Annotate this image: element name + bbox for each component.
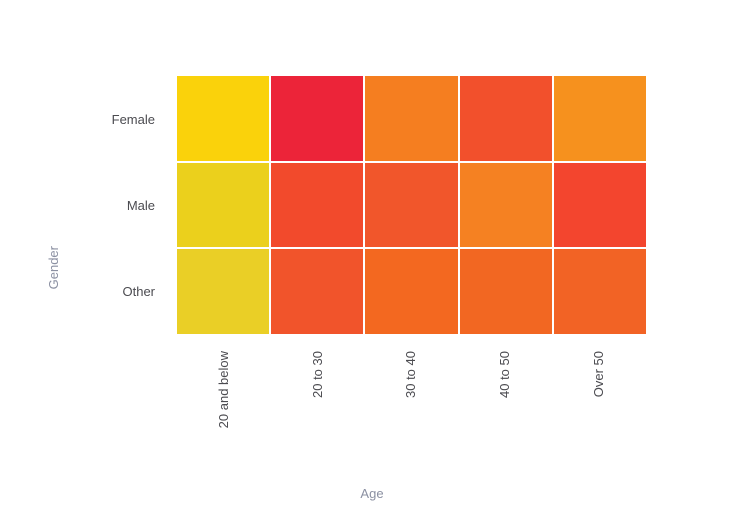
heatmap-grid — [177, 76, 646, 334]
y-tick-label-male: Male — [126, 197, 155, 213]
y-tick-label-other: Other — [122, 283, 155, 299]
heatmap-cell-female-over-50[interactable] — [553, 76, 646, 161]
x-tick-label-30-to-40: 30 to 40 — [403, 351, 419, 398]
y-tick-label-female: Female — [111, 111, 155, 127]
y-axis-tick-labels: Female Male Other — [0, 76, 155, 334]
x-tick-label-40-to-50: 40 to 50 — [497, 351, 513, 398]
heatmap-cell-other-40-to-50[interactable] — [459, 249, 552, 334]
x-tick-40-to-50: 40 to 50 — [458, 351, 552, 446]
heatmap-cell-male-20-and-below[interactable] — [177, 162, 270, 248]
heatmap-cell-female-40-to-50[interactable] — [459, 76, 552, 161]
heatmap-cell-male-30-to-40[interactable] — [365, 162, 458, 248]
heatmap-cell-female-30-to-40[interactable] — [365, 76, 458, 161]
x-axis-title: Age — [360, 486, 384, 501]
heatmap-cell-other-20-and-below[interactable] — [177, 249, 270, 334]
x-tick-30-to-40: 30 to 40 — [365, 351, 459, 446]
heatmap-cell-female-20-and-below[interactable] — [177, 76, 270, 161]
x-axis-tick-labels: 20 and below 20 to 30 30 to 40 40 to 50 Over… — [177, 351, 646, 446]
x-tick-over-50: Over 50 — [552, 351, 646, 446]
heatmap-cell-female-20-to-30[interactable] — [271, 76, 364, 161]
heatmap-cell-male-over-50[interactable] — [553, 162, 646, 248]
x-tick-label-over-50: Over 50 — [591, 351, 607, 398]
x-tick-20-to-30: 20 to 30 — [271, 351, 365, 446]
heatmap-cell-other-20-to-30[interactable] — [271, 249, 364, 334]
x-tick-20-and-below: 20 and below — [177, 351, 271, 446]
x-tick-label-20-and-below: 20 and below — [215, 351, 231, 429]
heatmap-cell-other-over-50[interactable] — [553, 249, 646, 334]
heatmap-cell-male-20-to-30[interactable] — [271, 162, 364, 248]
heatmap-cell-other-30-to-40[interactable] — [365, 249, 458, 334]
heatmap-cell-male-40-to-50[interactable] — [459, 162, 552, 248]
x-tick-label-20-to-30: 20 to 30 — [309, 351, 325, 398]
